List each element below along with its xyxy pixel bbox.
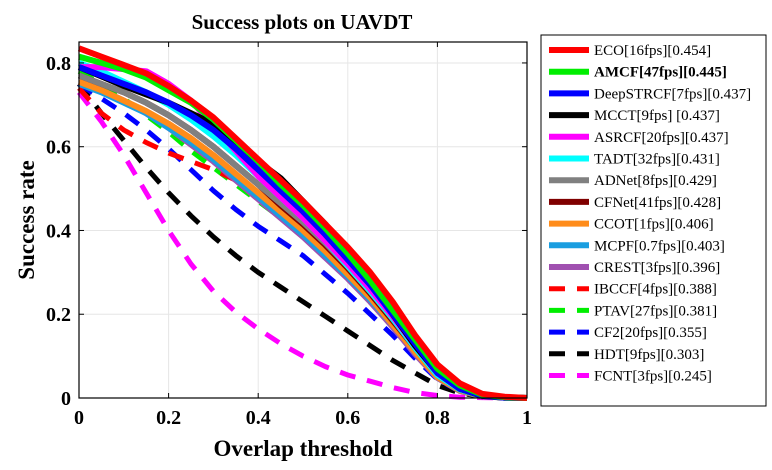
x-tick-label: 0 <box>74 407 84 429</box>
legend-label: IBCCF[4fps][0.388] <box>594 282 717 298</box>
legend-label: DeepSTRCF[7fps][0.437] <box>594 86 751 102</box>
x-tick-label: 0.6 <box>335 407 360 429</box>
series-line-mcpf <box>77 81 528 401</box>
legend-label: MCCT[9fps] [0.437] <box>594 108 720 124</box>
x-tick-label: 0.4 <box>246 407 271 429</box>
legend-label: FCNT[3fps][0.245] <box>594 369 712 385</box>
legend: ECO[16fps][0.454] AMCF[47fps][0.445] DeepS… <box>540 34 767 407</box>
series-line-ibccf <box>77 86 528 401</box>
legend-label: CFNet[41fps][0.428] <box>594 195 721 211</box>
legend-box <box>540 34 767 407</box>
x-axis-label: Overlap threshold <box>213 436 392 461</box>
legend-label: AMCF[47fps][0.445] <box>594 65 727 81</box>
series-line-hdt <box>77 82 528 401</box>
y-tick-label: 0.2 <box>46 304 71 326</box>
legend-label: ASRCF[20fps][0.437] <box>594 130 729 146</box>
y-tick-label: 0.6 <box>46 137 71 159</box>
series-line-cf2 <box>77 81 528 401</box>
legend-label: HDT[9fps][0.303] <box>594 347 704 363</box>
plot-frame <box>78 41 528 399</box>
legend-label: MCPF[0.7fps][0.403] <box>594 238 725 254</box>
series-line-eco <box>77 45 528 401</box>
x-tick-label: 0.8 <box>425 407 450 429</box>
legend-label: CREST[3fps][0.396] <box>594 260 720 276</box>
legend-label: TADT[32fps][0.431] <box>594 152 720 168</box>
series-line-fcnt <box>77 90 527 401</box>
legend-label: CF2[20fps][0.355] <box>594 325 707 341</box>
series-lines <box>77 45 528 401</box>
y-tick-label: 0.4 <box>46 220 71 242</box>
x-tick-label: 0.2 <box>156 407 181 429</box>
legend-label: PTAV[27fps][0.381] <box>594 303 717 319</box>
y-axis-label: Success rate <box>14 160 39 279</box>
legend-label: ECO[16fps][0.454] <box>594 43 711 59</box>
legend-label: ADNet[8fps][0.429] <box>594 173 717 189</box>
legend-label: CCOT[1fps][0.406] <box>594 217 714 233</box>
y-tick-label: 0 <box>61 388 71 410</box>
axis-ticks: 0 0.2 0.4 0.6 0.8 1 0 0.2 0.4 0.6 0.8 <box>46 42 532 429</box>
series-line-crest <box>77 78 528 401</box>
chart-title: Success plots on UAVDT <box>192 10 413 34</box>
x-tick-label: 1 <box>522 407 532 429</box>
y-tick-label: 0.8 <box>46 53 71 75</box>
